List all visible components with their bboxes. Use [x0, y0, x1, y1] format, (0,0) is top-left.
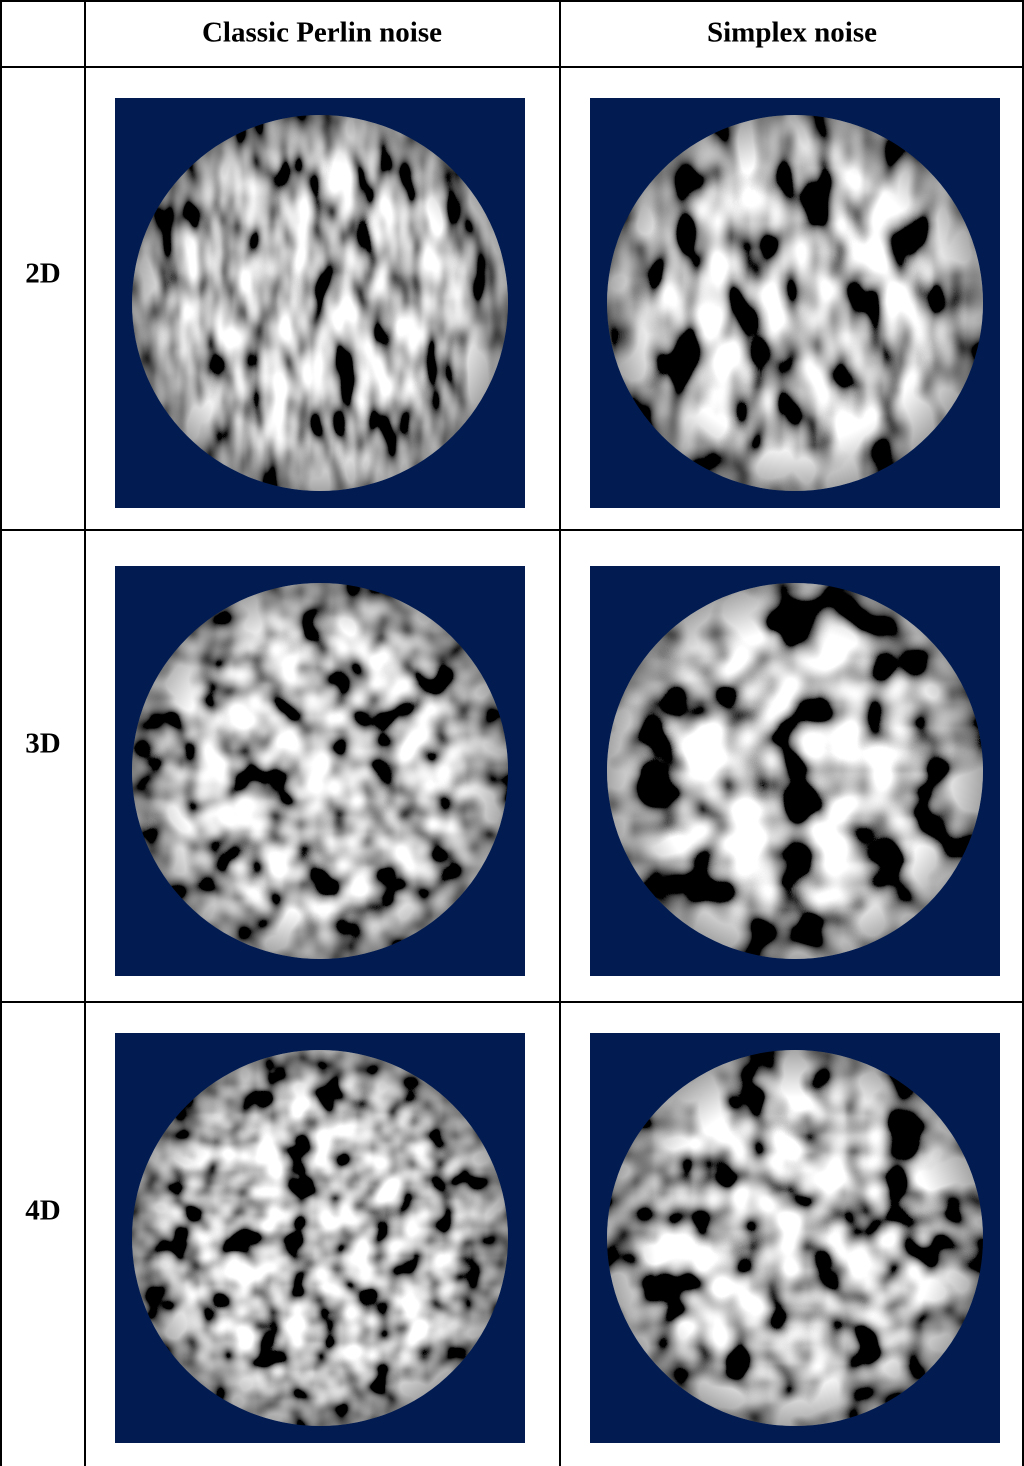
sphere-shading [607, 583, 983, 959]
row-label: 2D [25, 258, 60, 290]
sphere-image [590, 1033, 1000, 1443]
sphere-shading [132, 1050, 508, 1426]
sphere-image [590, 98, 1000, 508]
column-header: Classic Perlin noise [202, 17, 442, 49]
column-header: Simplex noise [707, 17, 877, 49]
sphere-shading [607, 1050, 983, 1426]
sphere-image [115, 98, 525, 508]
sphere-image [115, 566, 525, 976]
sphere-shading [132, 115, 508, 491]
sphere-shading [132, 583, 508, 959]
sphere-image [115, 1033, 525, 1443]
sphere-image [590, 566, 1000, 976]
row-label: 3D [25, 728, 60, 760]
cells [115, 98, 1000, 1443]
row-label: 4D [25, 1195, 60, 1227]
sphere-shading [607, 115, 983, 491]
